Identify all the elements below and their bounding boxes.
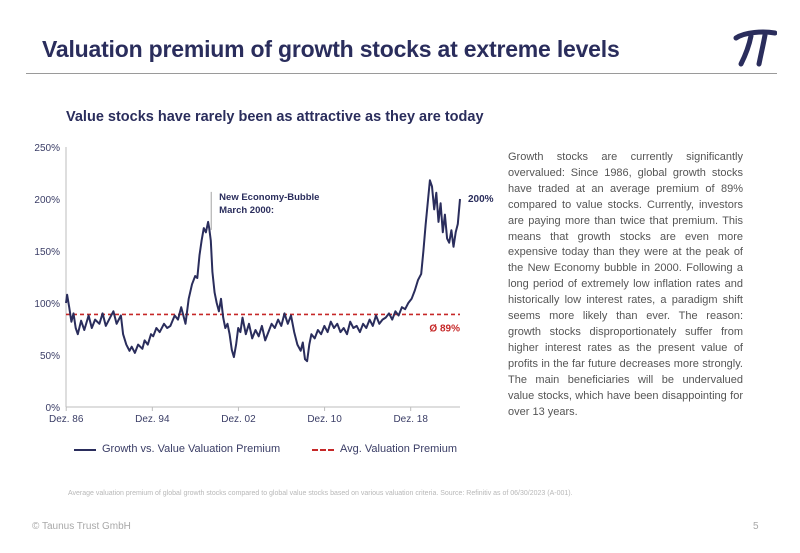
- y-tick-label: 250%: [34, 143, 60, 154]
- latest-value-label: 200%: [468, 194, 494, 205]
- bubble-annotation-text: March 2000:: [219, 205, 274, 216]
- x-tick-label: Dez. 18: [393, 414, 428, 425]
- legend-dashed-line-icon: [312, 449, 334, 451]
- y-tick-label: 50%: [40, 351, 60, 362]
- y-tick-label: 100%: [34, 299, 60, 310]
- page-title: Valuation premium of growth stocks at ex…: [42, 36, 620, 62]
- title-divider: [26, 73, 777, 74]
- legend-solid-line-icon: [74, 449, 96, 451]
- y-tick-label: 150%: [34, 247, 60, 258]
- pi-logo-icon: [733, 29, 777, 67]
- chart-title: Value stocks have rarely been as attract…: [66, 109, 484, 125]
- series-growth-vs-value: [65, 179, 461, 363]
- x-tick-label: Dez. 02: [221, 414, 256, 425]
- x-tick-label: Dez. 86: [49, 414, 84, 425]
- commentary-paragraph: Growth stocks are currently significantl…: [508, 151, 743, 418]
- legend-label-avg-premium: Avg. Valuation Premium: [340, 443, 457, 455]
- bubble-annotation-text: New Economy-Bubble: [219, 192, 319, 203]
- y-tick-label: 200%: [34, 195, 60, 206]
- source-footnote: Average valuation premium of global grow…: [68, 490, 573, 497]
- copyright-notice: © Taunus Trust GmbH: [32, 521, 131, 532]
- x-tick-label: Dez. 94: [135, 414, 170, 425]
- average-value-label: Ø 89%: [429, 323, 460, 334]
- x-tick-label: Dez. 10: [307, 414, 342, 425]
- page-number: 5: [753, 521, 759, 532]
- legend-label-growth-vs-value: Growth vs. Value Valuation Premium: [102, 443, 281, 455]
- y-tick-label: 0%: [46, 403, 61, 414]
